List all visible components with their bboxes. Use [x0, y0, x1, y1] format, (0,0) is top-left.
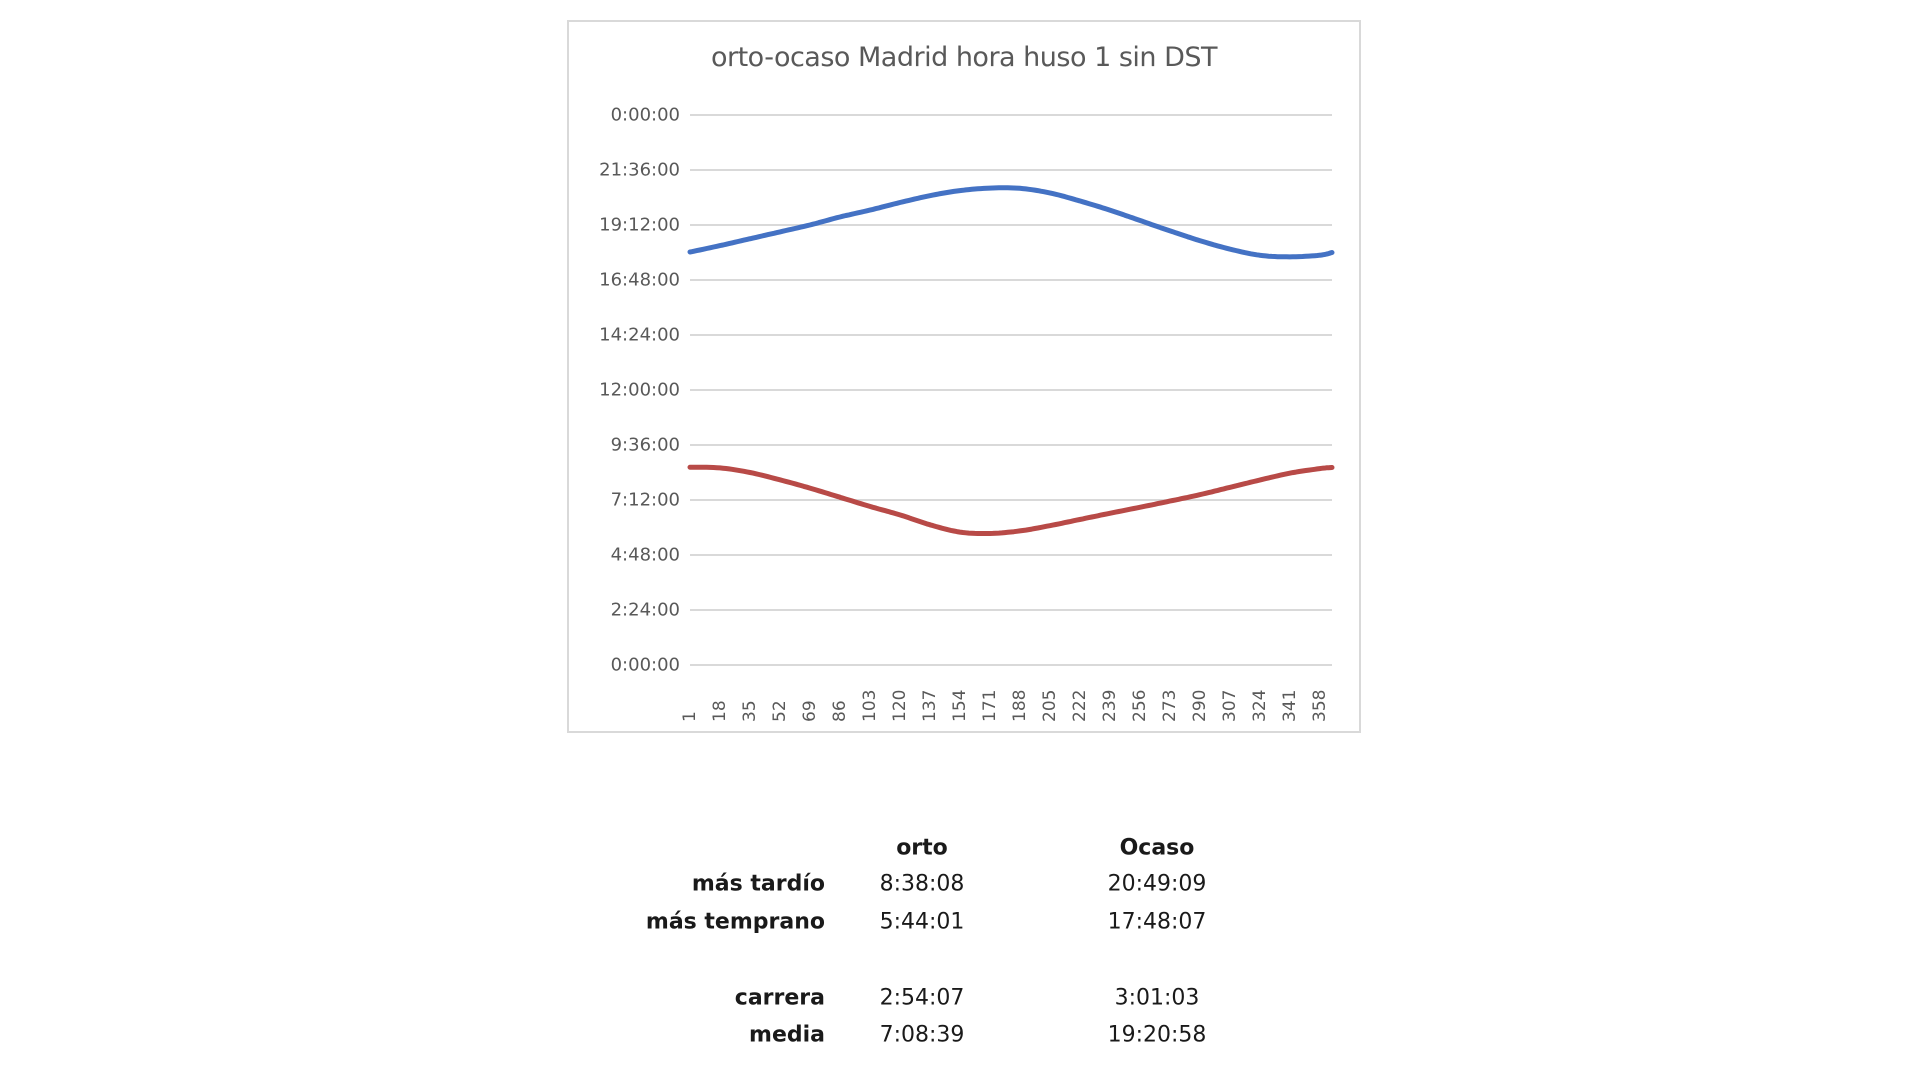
- x-tick-label: 307: [1219, 689, 1240, 722]
- x-tick-label: 1: [680, 711, 700, 722]
- x-tick-label: 69: [799, 700, 820, 722]
- x-tick-label: 341: [1279, 689, 1300, 722]
- x-tick-label: 358: [1309, 689, 1330, 722]
- header-orto: orto: [896, 835, 948, 861]
- y-tick-label: 21:36:00: [599, 159, 680, 181]
- row-label-mas-temprano: más temprano: [645, 909, 825, 935]
- mas-temprano-ocaso: 17:48:07: [1107, 909, 1207, 935]
- chart-frame: [567, 20, 1361, 733]
- x-tick-label: 222: [1069, 689, 1090, 722]
- y-tick-label: 14:24:00: [599, 324, 680, 346]
- row-label-media: media: [749, 1022, 825, 1048]
- y-tick-label: 7:12:00: [610, 489, 680, 511]
- y-tick-label: 0:00:00: [610, 104, 680, 126]
- x-tick-label: 137: [919, 689, 940, 722]
- series-ocaso-line: [687, 185, 1335, 260]
- row-label-carrera: carrera: [734, 985, 825, 1011]
- x-tick-label: 171: [979, 689, 1000, 722]
- row-label-mas-tardio: más tardío: [691, 871, 825, 897]
- y-tick-label: 9:36:00: [610, 434, 680, 456]
- x-tick-label: 256: [1129, 689, 1150, 722]
- y-tick-label: 12:00:00: [599, 379, 680, 401]
- y-tick-label: 19:12:00: [599, 214, 680, 236]
- x-tick-label: 290: [1189, 689, 1210, 722]
- x-tick-label: 18: [709, 700, 730, 722]
- x-tick-label: 188: [1009, 689, 1030, 722]
- y-tick-label: 0:00:00: [610, 654, 680, 676]
- x-tick-label: 239: [1099, 689, 1120, 722]
- mas-tardio-orto: 8:38:08: [879, 871, 965, 897]
- carrera-orto: 2:54:07: [879, 985, 965, 1011]
- x-tick-label: 52: [769, 700, 790, 722]
- y-tick-label: 2:24:00: [610, 599, 680, 621]
- x-tick-label: 154: [949, 689, 970, 722]
- media-orto: 7:08:39: [879, 1022, 965, 1048]
- x-tick-label: 35: [739, 700, 760, 722]
- x-tick-label: 324: [1249, 689, 1270, 722]
- x-tick-label: 103: [859, 689, 880, 722]
- media-ocaso: 19:20:58: [1107, 1022, 1207, 1048]
- mas-temprano-orto: 5:44:01: [879, 909, 965, 935]
- gridlines: [690, 114, 1332, 666]
- x-tick-label: 205: [1039, 689, 1060, 722]
- mas-tardio-ocaso: 20:49:09: [1107, 871, 1207, 897]
- carrera-ocaso: 3:01:03: [1114, 985, 1200, 1011]
- x-tick-label: 120: [889, 689, 910, 722]
- header-ocaso: Ocaso: [1119, 835, 1195, 861]
- x-tick-label: 86: [829, 700, 850, 722]
- y-tick-label: 4:48:00: [610, 544, 680, 566]
- x-tick-label: 273: [1159, 689, 1180, 722]
- chart-title: orto-ocaso Madrid hora huso 1 sin DST: [710, 42, 1218, 73]
- series-orto-line: [687, 464, 1335, 536]
- y-tick-label: 16:48:00: [599, 269, 680, 291]
